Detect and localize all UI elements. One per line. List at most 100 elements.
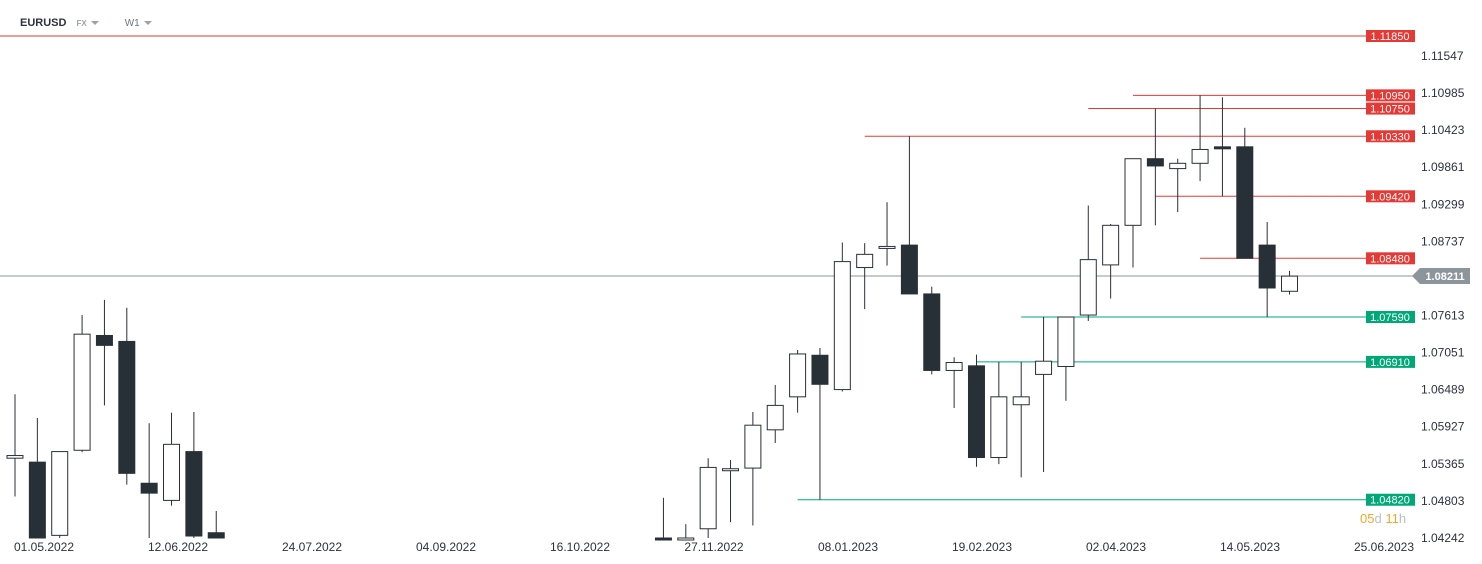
x-tick-7: 19.02.2023 [952,540,1012,554]
level-label-4: 1.09420 [1370,191,1410,203]
candle-16 [789,349,807,413]
candle-body-15 [766,404,784,431]
candle-body-19 [856,253,874,269]
candles-layer [6,95,1299,541]
candle-19 [856,243,874,310]
x-tick-8: 02.04.2023 [1086,540,1146,554]
candle-body-34 [1191,148,1209,164]
candle-2 [51,451,69,538]
current-price-label: 1.08211 [1425,271,1464,283]
current-price-tag [1412,268,1470,285]
y-tick-0: 1.11547 [1421,49,1464,63]
candle-36 [1236,127,1254,259]
candle-30 [1102,224,1120,299]
candle-38 [1281,270,1299,295]
y-tick-1: 1.10985 [1421,86,1465,100]
x-tick-6: 08.01.2023 [818,540,878,554]
y-tick-7: 1.07613 [1421,308,1465,322]
candle-17 [811,348,829,500]
x-tick-1: 12.06.2022 [148,540,208,554]
interval-dropdown-caret-icon[interactable] [143,21,152,25]
candle-35 [1213,97,1231,197]
candle-body-21 [900,244,918,295]
candle-10 [654,497,672,541]
x-tick-9: 14.05.2023 [1220,540,1280,554]
candle-body-22 [923,293,941,371]
interval-label[interactable]: W1 [124,17,140,29]
level-tag-7 [1366,355,1415,368]
candle-body-17 [811,354,829,385]
candle-body-24 [967,365,985,459]
candle-body-7 [163,443,181,501]
candle-37 [1258,222,1276,318]
level-tag-2 [1366,102,1415,115]
level-tag-8 [1366,493,1415,506]
y-tick-11: 1.05365 [1421,457,1465,471]
candle-body-37 [1258,244,1276,289]
candle-body-28 [1057,316,1075,367]
candle-body-12 [699,466,717,530]
x-tick-3: 04.09.2022 [416,540,476,554]
candle-4 [95,299,113,406]
level-tag-1 [1366,89,1415,102]
candle-body-32 [1146,158,1164,167]
candle-body-38 [1281,275,1299,292]
chart-toolbar: EURUSD FX W1 [20,14,152,32]
candle-0 [6,394,24,497]
y-tick-13: 1.04242 [1421,531,1465,545]
candle-26 [1012,361,1030,478]
time-axis: 01.05.2022 12.06.2022 24.07.2022 04.09.2022… [14,540,1414,554]
level-label-2: 1.10750 [1370,104,1410,116]
candle-body-36 [1236,146,1254,259]
y-tick-5: 1.08737 [1421,234,1465,248]
price-axis: 1.11547 1.10985 1.10423 1.09861 1.09299 1.087… [1421,49,1465,545]
level-label-8: 1.04820 [1370,495,1410,507]
x-tick-10: 25.06.2023 [1354,540,1414,554]
level-tag-5 [1366,252,1415,265]
candle-31 [1124,158,1142,268]
candle-body-25 [990,396,1008,459]
market-label: FX [76,18,87,28]
candle-13 [722,460,740,523]
countdown-hours: 11 [1385,511,1399,526]
symbol-label: EURUSD [20,17,67,29]
levels-layer: 1.11850 1.10950 1.10750 1.10330 1.09420 1.084… [0,30,1470,507]
candle-body-30 [1102,224,1120,266]
countdown-hours-unit: h [1398,511,1407,526]
candle-body-3 [73,333,91,451]
y-tick-12: 1.04803 [1421,494,1465,508]
level-tag-0 [1366,30,1415,42]
candle-body-31 [1124,158,1142,226]
symbol-dropdown-caret-icon[interactable] [90,21,99,25]
candle-body-18 [833,261,851,391]
candle-body-26 [1012,396,1030,406]
candle-body-10 [654,537,672,541]
level-tag-4 [1366,190,1415,203]
level-label-7: 1.06910 [1370,357,1410,369]
y-tick-10: 1.05927 [1421,420,1465,434]
countdown-days: 05 [1360,511,1375,526]
candle-18 [833,242,851,392]
candle-body-33 [1169,162,1187,170]
candle-body-4 [95,334,113,346]
candle-body-1 [28,461,46,539]
candle-body-35 [1213,146,1231,150]
x-tick-0: 01.05.2022 [14,540,74,554]
countdown-days-unit: d [1374,511,1382,526]
candle-6 [140,423,158,538]
candle-32 [1146,108,1164,226]
candle-body-23 [945,362,963,371]
candle-25 [990,361,1008,465]
candle-23 [945,357,963,409]
candle-14 [744,412,762,526]
level-tag-6 [1366,311,1415,324]
candle-27 [1035,317,1053,473]
candle-20 [878,202,896,266]
x-tick-4: 16.10.2022 [550,540,610,554]
y-tick-8: 1.07051 [1421,346,1465,360]
candle-29 [1079,205,1097,321]
level-tag-3 [1366,130,1415,143]
candle-21 [900,136,918,295]
candle-28 [1057,316,1075,401]
